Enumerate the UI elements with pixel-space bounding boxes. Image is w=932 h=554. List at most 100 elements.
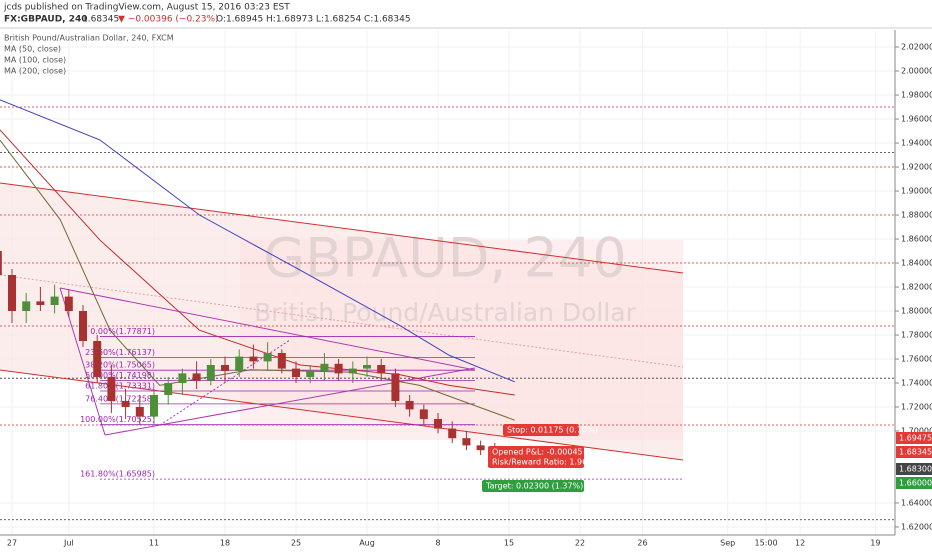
moving-average — [0, 139, 515, 421]
fib-label: 100.00%(1.70525) — [80, 415, 155, 424]
candle-body — [462, 438, 471, 446]
trend-line — [159, 367, 476, 426]
y-tick-label: 1.64000 — [901, 498, 932, 507]
legend-entry: MA (200, close) — [4, 67, 66, 76]
y-tick-label: 1.86000 — [901, 235, 932, 244]
candle-body — [348, 368, 357, 374]
x-tick-label: 25 — [291, 539, 301, 548]
x-tick-label: 8 — [435, 539, 440, 548]
countdown: 38:42 — [903, 457, 923, 465]
y-tick-label: 2.02000 — [901, 43, 932, 52]
y-tick-label: 1.62000 — [901, 522, 932, 531]
candle-body — [320, 363, 329, 371]
y-tick-label: 1.80000 — [901, 306, 932, 315]
fib-label: 0.00%(1.77871) — [90, 327, 155, 336]
rr-label: Risk/Reward Ratio: 1.96 — [492, 458, 587, 467]
trend-line — [0, 182, 684, 274]
position-box — [503, 424, 579, 436]
x-tick-label: 11 — [149, 539, 159, 548]
y-tick-label: 1.74000 — [901, 378, 932, 387]
position-box — [488, 446, 584, 468]
candle-body — [235, 356, 244, 371]
y-tick-label: 2.00000 — [901, 67, 932, 76]
candle-body — [135, 406, 144, 417]
y-tick-label: 1.76000 — [901, 354, 932, 363]
watermark-sub: British Pound/Australian Dollar — [254, 298, 637, 327]
y-tick-label: 1.72000 — [901, 402, 932, 411]
x-tick-label: 15:00 — [755, 539, 778, 548]
candle-body — [419, 409, 428, 419]
x-tick-label: 15 — [504, 539, 514, 548]
price-tag — [896, 477, 932, 489]
candle-body — [36, 301, 45, 305]
candle-body — [0, 251, 2, 276]
candle-body — [221, 364, 230, 371]
fib-label: 50.00%(1.74198) — [85, 371, 155, 380]
publisher: jcds published on TradingView.com, Augus… — [3, 3, 290, 13]
x-tick-label: 12 — [795, 539, 805, 548]
zone — [240, 240, 683, 440]
price-tag-label: 1.68345 — [899, 448, 932, 457]
candle-body — [178, 373, 187, 383]
candle-body — [206, 364, 215, 381]
legend-entry: MA (50, close) — [4, 45, 61, 54]
candle-body — [363, 364, 372, 369]
candle-body — [150, 394, 159, 417]
y-tick-label: 1.96000 — [901, 115, 932, 124]
candle-body — [22, 301, 31, 311]
watermark: GBPAUD, 240 — [263, 227, 626, 290]
trend-line — [59, 287, 476, 371]
candle-body — [377, 364, 386, 374]
ohlc: O:1.68945 H:1.68973 L:1.68254 C:1.68345 — [216, 15, 411, 25]
change: ▼ −0.00396 (−0.23%) — [118, 15, 219, 25]
candle-body — [249, 356, 258, 362]
y-tick-label: 1.82000 — [901, 282, 932, 291]
price-tag-label: 1.66000 — [899, 479, 932, 488]
candle-body — [306, 370, 315, 377]
price-tag — [896, 446, 932, 458]
pnl-label: Opened P&L: -0.00045 — [492, 448, 583, 457]
candle-body — [334, 363, 343, 374]
candle-body — [107, 376, 116, 401]
y-tick-label: 1.84000 — [901, 259, 932, 268]
x-tick-label: Sep — [720, 539, 735, 548]
trend-line — [0, 274, 684, 368]
candle-body — [121, 400, 130, 407]
y-tick-label: 1.92000 — [901, 163, 932, 172]
candle-body — [277, 352, 286, 369]
candle-body — [405, 400, 414, 410]
x-tick-label: Aug — [359, 539, 375, 548]
fib-label: 38.20%(1.75065) — [85, 361, 155, 370]
y-tick-label: 1.94000 — [901, 139, 932, 148]
x-tick-label: 22 — [575, 539, 585, 548]
legend-entry: MA (100, close) — [4, 56, 66, 65]
y-tick-label: 1.90000 — [901, 187, 932, 196]
candle-body — [292, 368, 301, 377]
x-tick-label: 26 — [637, 539, 647, 548]
price-tag-label: 1.68300 — [899, 465, 932, 474]
target-label: Target: 0.02300 (1.37%) — [485, 482, 583, 491]
trend-line — [104, 424, 161, 436]
y-tick-label: 1.70000 — [901, 426, 932, 435]
fib-label: 161.80%(1.65985) — [80, 470, 155, 479]
position-box — [482, 480, 584, 492]
symbol: FX:GBPAUD, 240 — [4, 15, 88, 25]
fib-label: 76.40%(1.72258) — [85, 394, 155, 403]
candle-body — [93, 340, 102, 377]
y-tick-label: 1.88000 — [901, 211, 932, 220]
x-tick-label: 19 — [870, 539, 880, 548]
y-tick-label: 1.98000 — [901, 91, 932, 100]
x-tick-label: 18 — [220, 539, 230, 548]
candle-body — [192, 373, 201, 381]
fib-label: 61.80%(1.73331) — [85, 382, 155, 391]
candle-body — [164, 382, 173, 395]
candle-body — [7, 275, 16, 311]
candle-body — [434, 418, 443, 429]
moving-average — [0, 99, 515, 383]
candle-body — [79, 310, 88, 341]
candle-body — [391, 373, 400, 401]
candle-body — [448, 428, 457, 439]
last-price: 1.68345 — [82, 15, 119, 25]
x-tick-label: Jul — [63, 539, 74, 548]
candle-body — [50, 296, 59, 305]
